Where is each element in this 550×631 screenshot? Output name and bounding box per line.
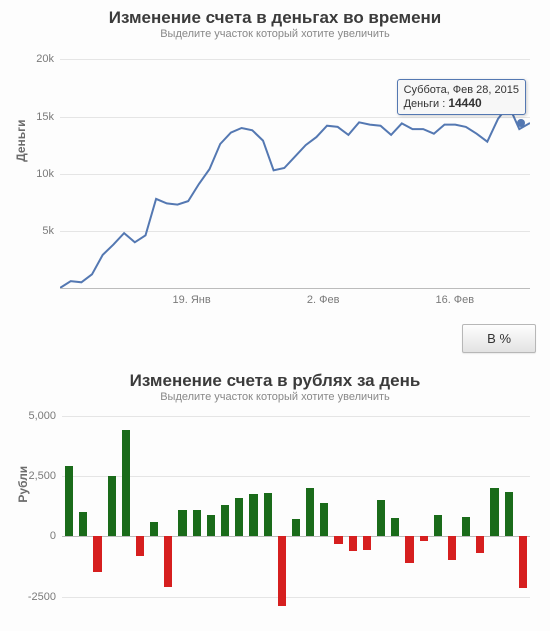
- xtick-label: 19. Янв: [172, 294, 210, 306]
- line-chart-container: Изменение счета в деньгах во времени Выд…: [0, 0, 550, 318]
- bar-chart-title: Изменение счета в рублях за день: [10, 371, 540, 391]
- bar: [249, 494, 257, 536]
- line-chart-title: Изменение счета в деньгах во времени: [10, 8, 540, 28]
- bar: [391, 518, 399, 536]
- bar: [377, 500, 385, 536]
- tooltip-label: Деньги :: [404, 98, 446, 110]
- bar: [519, 536, 527, 588]
- bar: [448, 536, 456, 560]
- bar: [405, 536, 413, 563]
- button-row: В %: [0, 318, 550, 363]
- bar: [349, 536, 357, 550]
- bar: [462, 517, 470, 536]
- bar: [490, 488, 498, 536]
- ytick-label: 2,500: [22, 470, 56, 482]
- ytick-label: 5,000: [22, 410, 56, 422]
- tooltip-date: Суббота, Фев 28, 2015: [404, 84, 519, 96]
- bar: [193, 510, 201, 537]
- bar: [264, 493, 272, 536]
- ytick-label: 10k: [20, 168, 54, 180]
- bar-chart-container: Изменение счета в рублях за день Выделит…: [0, 363, 550, 631]
- bar: [320, 503, 328, 537]
- bar: [363, 536, 371, 549]
- bar: [292, 519, 300, 536]
- bar: [122, 430, 130, 536]
- bar: [65, 466, 73, 536]
- bar: [150, 522, 158, 536]
- tooltip-value: 14440: [448, 96, 481, 110]
- bar: [207, 515, 215, 537]
- line-chart-ylabel: Деньги: [14, 119, 28, 161]
- bar: [476, 536, 484, 553]
- line-chart-plot[interactable]: Деньги 5k10k15k20k19. Янв2. Фев16. ФевСу…: [60, 48, 530, 318]
- ytick-label: 20k: [20, 53, 54, 65]
- bar: [164, 536, 172, 587]
- bar: [505, 492, 513, 537]
- ytick-label: 5k: [20, 225, 54, 237]
- percent-button[interactable]: В %: [462, 324, 536, 353]
- xtick-label: 2. Фев: [307, 294, 340, 306]
- xtick-label: 16. Фев: [435, 294, 474, 306]
- bar: [221, 505, 229, 536]
- bar: [235, 498, 243, 537]
- ytick-label: 0: [22, 530, 56, 542]
- bar: [420, 536, 428, 541]
- bar: [306, 488, 314, 536]
- line-chart-subtitle: Выделите участок который хотите увеличит…: [10, 28, 540, 40]
- bar: [79, 512, 87, 536]
- ytick-label: 15k: [20, 111, 54, 123]
- bar: [334, 536, 342, 543]
- data-point-marker: [517, 119, 525, 127]
- bar: [434, 515, 442, 537]
- bar-chart-subtitle: Выделите участок который хотите увеличит…: [10, 391, 540, 403]
- bar: [93, 536, 101, 572]
- bar: [108, 476, 116, 536]
- bar: [136, 536, 144, 555]
- ytick-label: -2500: [22, 591, 56, 603]
- bar: [178, 510, 186, 537]
- tooltip: Суббота, Фев 28, 2015 Деньги : 14440: [397, 79, 526, 115]
- bar-chart-plot[interactable]: Рубли -250002,5005,000: [62, 411, 530, 631]
